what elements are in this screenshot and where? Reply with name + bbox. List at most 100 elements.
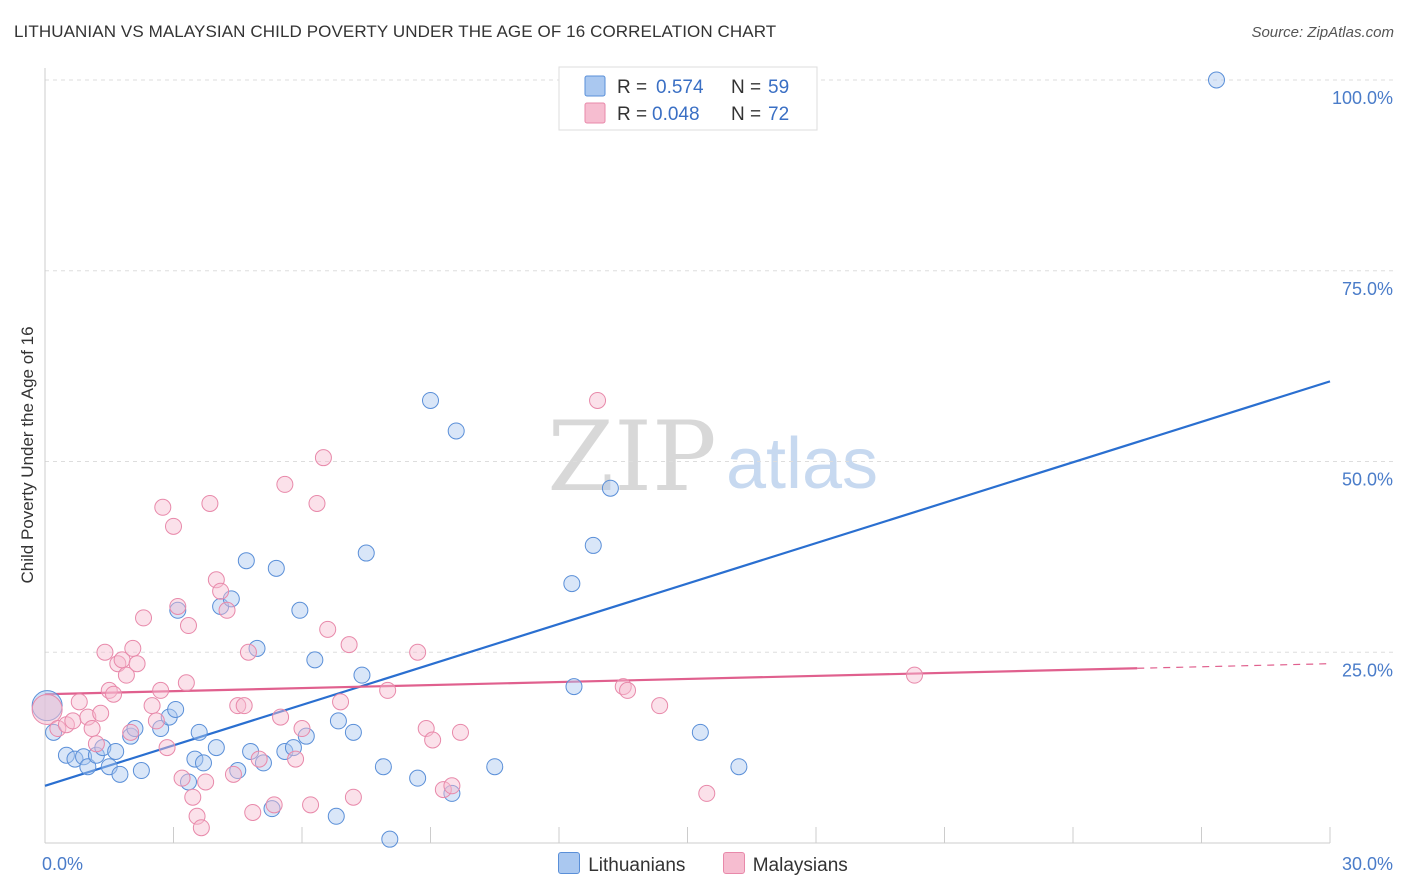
malaysian-point-47	[293, 720, 311, 738]
malaysian-point-30	[188, 807, 206, 825]
lithuanian-point-53	[691, 723, 709, 741]
lithuanian-point-51	[584, 536, 602, 554]
malaysian-point-29	[184, 788, 202, 806]
malaysian-point-11	[105, 685, 123, 703]
lithuanian-point-21	[194, 754, 212, 772]
lithuanian-point-2	[57, 746, 75, 764]
legend-n-value-2: 72	[768, 104, 789, 125]
malaysian-point-3	[64, 712, 82, 730]
y-tick-label-3: 100.0%	[1332, 88, 1393, 108]
bottom-legend: Lithuanians Malaysians	[0, 852, 1406, 877]
legend-n-value-1: 59	[768, 77, 789, 98]
x-tick-label-max: 30.0%	[1342, 854, 1393, 874]
lithuanian-point-34	[291, 601, 309, 619]
lithuanian-point-45	[422, 391, 439, 409]
lithuanian-point-20	[190, 723, 208, 741]
malaysian-point-40	[239, 643, 257, 661]
lithuanian-point-31	[267, 559, 285, 577]
source-label: Source: ZipAtlas.com	[1251, 24, 1394, 41]
malaysian-point-4	[70, 693, 88, 711]
malaysian-point-65	[651, 697, 669, 715]
lithuanian-point-44	[409, 769, 427, 787]
lithuanian-point-10	[111, 765, 129, 783]
malaysian-point-9	[96, 643, 114, 661]
malaysian-point-43	[265, 796, 283, 814]
malaysian-point-34	[207, 571, 225, 589]
lithuanian-point-19	[186, 750, 204, 768]
malaysian-point-17	[128, 655, 146, 673]
lithuanians-label: Lithuanians	[588, 855, 686, 876]
malaysians-label: Malaysians	[752, 855, 848, 876]
malaysian-point-44	[272, 708, 290, 726]
malaysian-point-28	[179, 617, 197, 635]
legend-r-label-2: R =	[617, 104, 647, 125]
watermark-atlas: atlas	[726, 424, 878, 504]
lithuanian-point-49	[563, 575, 581, 593]
malaysian-point-16	[124, 639, 142, 657]
malaysian-point-52	[332, 693, 350, 711]
malaysian-point-39	[235, 697, 253, 715]
lithuanian-point-5	[79, 758, 97, 776]
malaysian-point-41	[244, 803, 262, 821]
malaysian-point-1	[49, 720, 67, 738]
malaysian-point-24	[165, 517, 182, 535]
lithuanian-point-13	[132, 762, 150, 780]
malaysian-point-33	[201, 494, 219, 512]
lithuanians-swatch	[558, 852, 581, 874]
malaysian-point-59	[434, 781, 452, 799]
malaysian-point-27	[177, 674, 195, 692]
malaysian-point-21	[152, 681, 170, 699]
lithuanian-point-37	[327, 807, 345, 825]
lithuanian-point-36	[306, 651, 324, 669]
watermark-zip: ZIP	[547, 401, 716, 513]
bottom-legend-lithuanians: Lithuanians	[558, 852, 685, 877]
lithuanian-point-43	[381, 830, 399, 848]
malaysian-trend-line-dashed	[1137, 663, 1331, 669]
malaysian-point-20	[147, 712, 165, 730]
malaysians-swatch	[722, 852, 745, 874]
lithuanian-point-42	[374, 758, 392, 776]
malaysian-point-38	[229, 697, 247, 715]
lithuanian-point-41	[357, 544, 375, 562]
malaysian-point-56	[409, 643, 427, 661]
lithuanian-point-38	[329, 712, 347, 730]
legend-n-label-1: N =	[731, 77, 761, 98]
lithuanian-point-28	[248, 639, 266, 657]
x-tick-label-min: 0.0%	[42, 854, 83, 874]
malaysian-point-51	[319, 620, 337, 638]
malaysian-point-42	[250, 750, 268, 768]
malaysian-point-64	[619, 681, 637, 699]
malaysian-point-61	[451, 723, 469, 741]
lithuanian-point-39	[344, 723, 362, 741]
malaysian-point-50	[314, 449, 332, 467]
lithuanian-point-54	[730, 758, 748, 776]
malaysian-point-46	[287, 750, 305, 768]
lithuanian-trend-line	[44, 380, 1331, 787]
lithuanian-point-4	[75, 748, 93, 766]
malaysian-point-25	[169, 597, 187, 615]
malaysian-point-67	[906, 666, 924, 684]
lithuanian-point-26	[237, 552, 255, 570]
malaysian-point-55	[379, 681, 397, 699]
lithuanian-point-55	[1207, 71, 1225, 89]
lithuanian-point-22	[207, 739, 225, 757]
malaysian-point-66	[698, 784, 716, 802]
malaysian-point-26	[173, 769, 191, 787]
y-tick-label-0: 25.0%	[1342, 660, 1393, 680]
malaysian-point-22	[154, 498, 172, 516]
malaysian-point-18	[135, 609, 153, 627]
legend-r-value-1: 0.574	[656, 77, 704, 98]
lithuanian-point-16	[167, 700, 185, 718]
malaysian-trend-line	[44, 667, 1138, 696]
malaysian-point-37	[224, 765, 242, 783]
bottom-legend-malaysians: Malaysians	[722, 852, 848, 877]
lithuanian-point-50	[565, 678, 583, 696]
lithuanian-point-52	[601, 479, 619, 497]
legend-swatch-malaysians	[584, 102, 606, 124]
lithuanian-point-9	[107, 742, 125, 760]
malaysian-point-23	[158, 739, 176, 757]
malaysian-point-7	[87, 735, 105, 753]
malaysian-point-35	[212, 582, 230, 600]
y-tick-label-1: 50.0%	[1342, 470, 1393, 490]
malaysian-point-62	[589, 391, 607, 409]
